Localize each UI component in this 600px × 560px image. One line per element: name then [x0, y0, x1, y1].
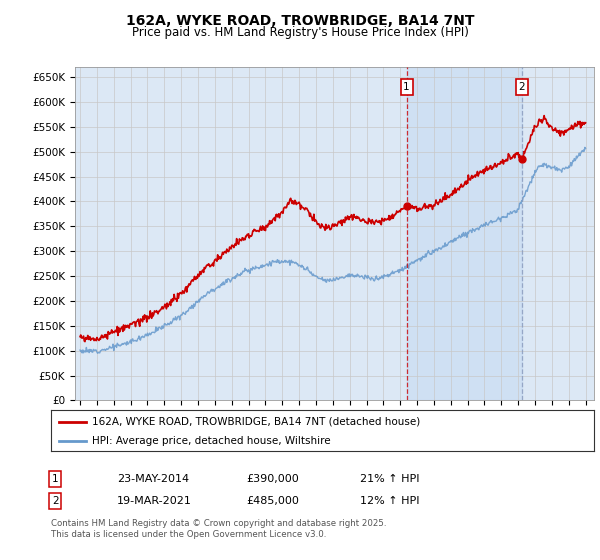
- Text: 162A, WYKE ROAD, TROWBRIDGE, BA14 7NT: 162A, WYKE ROAD, TROWBRIDGE, BA14 7NT: [126, 14, 474, 28]
- Text: 12% ↑ HPI: 12% ↑ HPI: [360, 496, 419, 506]
- Text: Price paid vs. HM Land Registry's House Price Index (HPI): Price paid vs. HM Land Registry's House …: [131, 26, 469, 39]
- Text: 21% ↑ HPI: 21% ↑ HPI: [360, 474, 419, 484]
- Text: 19-MAR-2021: 19-MAR-2021: [117, 496, 192, 506]
- Text: 2: 2: [52, 496, 59, 506]
- Text: 2: 2: [518, 82, 525, 92]
- Text: Contains HM Land Registry data © Crown copyright and database right 2025.
This d: Contains HM Land Registry data © Crown c…: [51, 520, 386, 539]
- Text: 1: 1: [52, 474, 59, 484]
- Text: 1: 1: [403, 82, 410, 92]
- Text: HPI: Average price, detached house, Wiltshire: HPI: Average price, detached house, Wilt…: [92, 436, 331, 446]
- Text: £485,000: £485,000: [246, 496, 299, 506]
- Text: 23-MAY-2014: 23-MAY-2014: [117, 474, 189, 484]
- Text: 162A, WYKE ROAD, TROWBRIDGE, BA14 7NT (detached house): 162A, WYKE ROAD, TROWBRIDGE, BA14 7NT (d…: [92, 417, 420, 427]
- Bar: [407, 67, 522, 400]
- Text: £390,000: £390,000: [246, 474, 299, 484]
